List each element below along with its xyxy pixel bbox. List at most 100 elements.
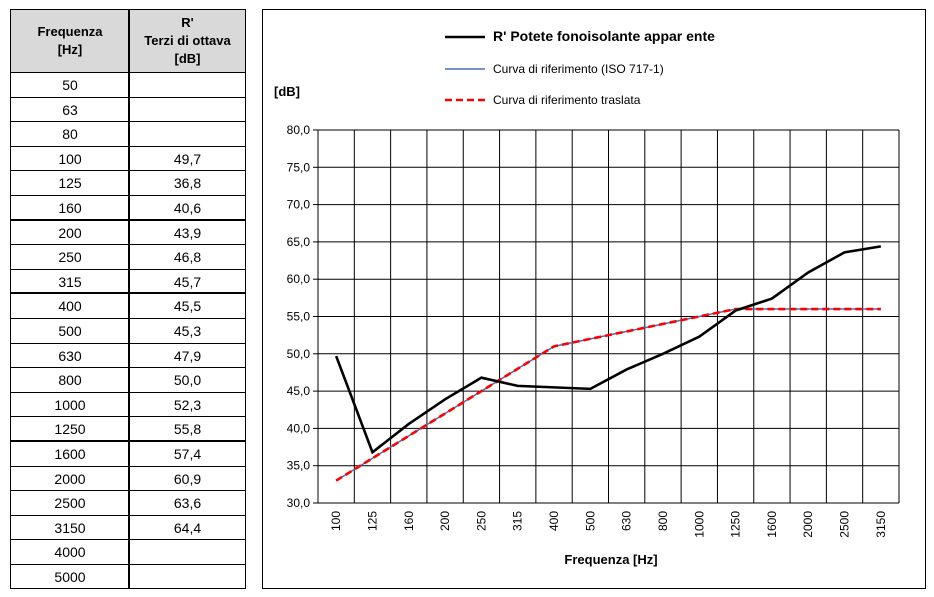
x-tick-label: 400 [547, 511, 561, 531]
cell-r-value: 40,6 [173, 199, 202, 216]
y-tick-label: 65,0 [287, 235, 311, 249]
table-row: 250 46,8 [11, 245, 245, 270]
cell-frequency: 4000 [54, 544, 86, 561]
chart-legend: R' Potete fonoisolante appar ente Curva d… [445, 28, 715, 107]
table-row: 125 36,8 [11, 171, 245, 196]
cell-frequency: 2000 [54, 470, 86, 487]
x-tick-label: 315 [511, 511, 525, 531]
cell-r-value: 49,7 [173, 150, 202, 167]
cell-r-value: 45,7 [173, 273, 202, 290]
cell-r-value: 55,8 [173, 421, 202, 438]
table-row: 630 47,9 [11, 344, 245, 369]
table-row: 63 [11, 98, 245, 123]
x-tick-label: 200 [438, 511, 452, 531]
cell-frequency: 250 [58, 249, 82, 266]
chart-lines [334, 245, 882, 482]
cell-frequency: 63 [62, 101, 78, 118]
cell-frequency: 2500 [54, 495, 86, 512]
x-tick-label: 3150 [874, 511, 888, 538]
legend-label-1: Curva di riferimento (ISO 717-1) [493, 62, 664, 76]
x-tick-label: 2500 [838, 511, 852, 538]
y-tick-label: 35,0 [287, 459, 311, 473]
table-row: 160 40,6 [11, 196, 245, 221]
table-row: 400 45,5 [11, 294, 245, 319]
y-tick-label: 80,0 [287, 123, 311, 137]
cell-frequency: 100 [58, 150, 82, 167]
table-row: 2500 63,6 [11, 491, 245, 516]
frequency-table: Frequenza [Hz] R' Terzi di ottava [dB] 5… [10, 9, 246, 589]
cell-r-value: 50,0 [173, 372, 202, 389]
y-tick-label: 55,0 [287, 310, 311, 324]
y-tick-label: 40,0 [287, 421, 311, 435]
x-axis-ticks: 100 125 160 200 250 315 400 500 630 800 1000 1250 16… [329, 511, 888, 538]
cell-frequency: 80 [62, 126, 78, 143]
cell-frequency: 1000 [54, 396, 86, 413]
cell-r-value: 57,4 [173, 445, 202, 462]
header-r: R' Terzi di ottava [dB] [144, 15, 231, 66]
table-row: 800 50,0 [11, 368, 245, 393]
x-tick-label: 630 [620, 511, 634, 531]
table-row: 315 45,7 [11, 270, 245, 295]
y-axis-ticks: 30,0 35,0 40,0 45,0 50,0 55,0 60,0 65,0 70,0 75,0… [287, 123, 318, 510]
table-row: 100 49,7 [11, 147, 245, 172]
chart-svg: R' Potete fonoisolante appar ente Curva d… [274, 28, 900, 567]
y-tick-label: 50,0 [287, 347, 311, 361]
cell-frequency: 315 [58, 273, 82, 290]
cell-frequency: 5000 [54, 568, 86, 585]
series-line-2 [335, 307, 881, 482]
table-row: 5000 [11, 565, 245, 590]
x-tick-label: 125 [365, 511, 379, 531]
table-row: 1600 57,4 [11, 442, 245, 467]
table-row: 500 45,3 [11, 319, 245, 344]
cell-r-value: 60,9 [173, 470, 202, 487]
cell-r-value: 46,8 [173, 249, 202, 266]
y-tick-label: 75,0 [287, 160, 311, 174]
table-row: 4000 [11, 540, 245, 565]
cell-r-value: 63,6 [173, 495, 202, 512]
cell-r-value: 52,3 [173, 396, 202, 413]
column-divider [128, 10, 130, 588]
cell-r-value: 47,9 [173, 347, 202, 364]
cell-frequency: 200 [58, 224, 82, 241]
cell-frequency: 1250 [54, 421, 86, 438]
header-frequency: Frequenza [Hz] [37, 24, 103, 57]
cell-frequency: 160 [58, 199, 82, 216]
x-tick-label: 160 [402, 511, 416, 531]
cell-frequency: 3150 [54, 519, 86, 536]
table-row: 80 [11, 122, 245, 147]
y-tick-label: 30,0 [287, 496, 311, 510]
cell-r-value: 45,3 [173, 322, 202, 339]
y-tick-label: 70,0 [287, 198, 311, 212]
cell-r-value: 43,9 [173, 224, 202, 241]
x-tick-label: 100 [329, 511, 343, 531]
y-tick-label: 60,0 [287, 272, 311, 286]
x-tick-label: 250 [474, 511, 488, 531]
cell-frequency: 630 [58, 347, 82, 364]
cell-frequency: 800 [58, 372, 82, 389]
x-axis-label: Frequenza [Hz] [564, 552, 657, 567]
table-row: 50 [11, 73, 245, 98]
chart-grid [317, 129, 900, 504]
cell-r-value: 64,4 [173, 519, 202, 536]
table-row: 1000 52,3 [11, 393, 245, 418]
x-tick-label: 500 [583, 511, 597, 531]
chart-container: R' Potete fonoisolante appar ente Curva d… [262, 9, 926, 589]
cell-frequency: 400 [58, 298, 82, 315]
table-row: 2000 60,9 [11, 467, 245, 492]
legend-label-2: Curva di riferimento traslata [493, 93, 641, 107]
cell-frequency: 1600 [54, 445, 86, 462]
x-tick-label: 1000 [692, 511, 706, 538]
x-tick-label: 2000 [801, 511, 815, 538]
cell-r-value: 45,5 [173, 298, 202, 315]
table-row: 1250 55,8 [11, 417, 245, 442]
table-body: 50 63 80 100 49,7 125 36,8 160 40,6 200 43,9 250 46,… [11, 73, 245, 589]
cell-frequency: 50 [62, 77, 78, 93]
y-tick-label: 45,0 [287, 384, 311, 398]
x-tick-label: 1600 [765, 511, 779, 538]
table-row: 3150 64,4 [11, 516, 245, 541]
cell-frequency: 500 [58, 322, 82, 339]
table-row: 200 43,9 [11, 221, 245, 246]
cell-r-value: 36,8 [173, 175, 202, 192]
legend-label-0: R' Potete fonoisolante appar ente [493, 28, 715, 44]
y-axis-label: [dB] [274, 84, 300, 99]
